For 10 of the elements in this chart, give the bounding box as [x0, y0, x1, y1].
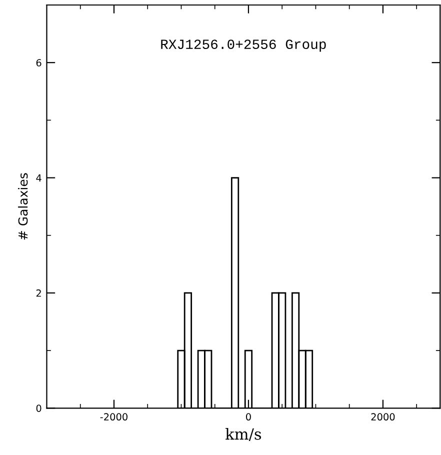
y-axis-title: # Galaxies: [18, 173, 28, 240]
y-tick-label: 0: [36, 404, 42, 412]
x-tick-label: -2000: [100, 413, 128, 421]
y-tick-label: 4: [36, 174, 42, 182]
x-axis-title: km/s: [226, 428, 262, 441]
text: RXJ1256.0+2556 Group: [161, 40, 326, 52]
x-tick-label: 2000: [371, 413, 395, 421]
x-tick-label: 0: [246, 413, 251, 421]
y-tick-label: 6: [36, 59, 42, 66]
y-tick-label: 2: [36, 289, 41, 297]
